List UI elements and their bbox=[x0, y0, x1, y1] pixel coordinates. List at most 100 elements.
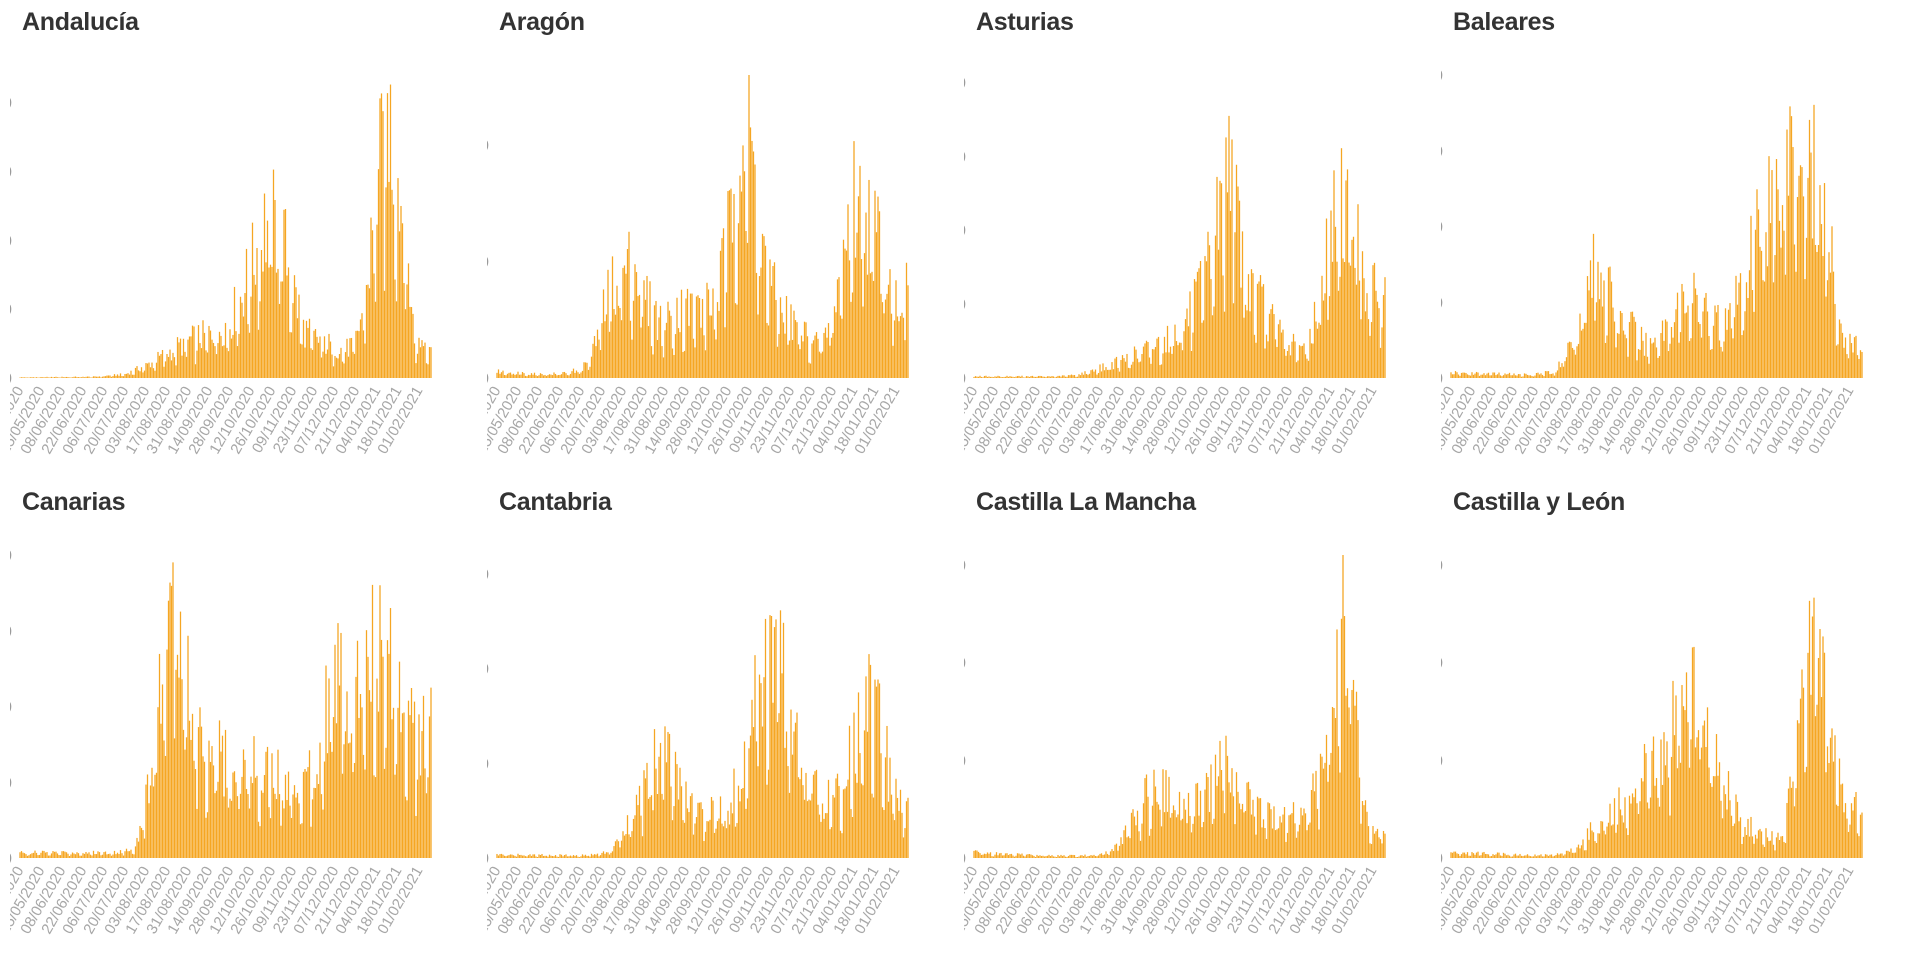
bar bbox=[1691, 647, 1694, 858]
bar bbox=[1709, 783, 1712, 858]
bar bbox=[1840, 784, 1842, 858]
bar bbox=[1370, 322, 1373, 378]
bar bbox=[649, 281, 651, 378]
bar bbox=[1289, 355, 1292, 378]
bar bbox=[1505, 374, 1508, 378]
bar bbox=[766, 322, 768, 378]
bar bbox=[134, 846, 137, 858]
bar bbox=[994, 854, 996, 858]
bar bbox=[133, 854, 135, 858]
bar bbox=[1342, 555, 1344, 858]
bar bbox=[358, 331, 360, 378]
bar bbox=[418, 714, 420, 858]
bar bbox=[358, 717, 360, 858]
bar bbox=[671, 820, 674, 858]
bar bbox=[791, 754, 794, 858]
bar bbox=[1828, 763, 1830, 858]
bar bbox=[832, 332, 834, 378]
bar bbox=[1123, 358, 1125, 378]
bar bbox=[1543, 856, 1545, 858]
bar bbox=[1754, 834, 1757, 858]
bar bbox=[1861, 351, 1863, 378]
bar bbox=[1606, 335, 1608, 378]
bar bbox=[1595, 842, 1598, 858]
bar bbox=[1372, 826, 1374, 858]
chart-title: Baleares bbox=[1453, 8, 1555, 36]
bar bbox=[251, 222, 254, 378]
bar bbox=[112, 375, 114, 378]
bar bbox=[1696, 737, 1698, 858]
bar bbox=[1486, 854, 1488, 858]
bar bbox=[1568, 851, 1571, 858]
bar bbox=[1732, 825, 1734, 858]
bar bbox=[629, 837, 632, 858]
bar bbox=[140, 367, 143, 378]
bar bbox=[1139, 361, 1142, 378]
bar bbox=[1028, 854, 1031, 858]
bar bbox=[125, 373, 128, 378]
bar bbox=[80, 855, 83, 858]
bar bbox=[1334, 226, 1337, 378]
bar bbox=[853, 712, 855, 858]
bar bbox=[973, 850, 975, 858]
bar bbox=[1369, 335, 1371, 378]
bar bbox=[1700, 337, 1703, 378]
bar bbox=[32, 852, 35, 858]
bar bbox=[1345, 180, 1347, 378]
bar bbox=[533, 372, 536, 378]
bar bbox=[172, 352, 174, 378]
bar bbox=[977, 376, 980, 378]
bar bbox=[1106, 369, 1109, 378]
bar bbox=[95, 854, 98, 858]
bar bbox=[1765, 232, 1767, 378]
bar bbox=[41, 850, 44, 858]
bar bbox=[901, 312, 903, 378]
y-tick-label: 500 bbox=[487, 252, 489, 271]
bar bbox=[182, 729, 185, 858]
bar bbox=[646, 762, 648, 858]
bar bbox=[353, 763, 356, 858]
bar bbox=[680, 786, 683, 858]
bar bbox=[995, 852, 998, 858]
bar bbox=[1850, 343, 1853, 378]
bar bbox=[634, 815, 636, 858]
bar bbox=[281, 800, 284, 858]
bar bbox=[823, 332, 825, 378]
bar bbox=[878, 211, 881, 378]
bar bbox=[421, 340, 423, 378]
bar bbox=[541, 373, 543, 378]
bar bbox=[361, 707, 363, 858]
bar bbox=[43, 850, 45, 858]
bar bbox=[415, 815, 417, 858]
bar bbox=[1679, 332, 1682, 378]
bar bbox=[407, 700, 410, 858]
bar bbox=[497, 855, 500, 858]
bar bbox=[1037, 855, 1040, 858]
bar bbox=[881, 807, 884, 858]
bar bbox=[1690, 338, 1692, 378]
bar bbox=[814, 335, 816, 378]
bar bbox=[1033, 855, 1035, 858]
bar bbox=[1289, 814, 1292, 858]
bar bbox=[1627, 356, 1629, 378]
bar bbox=[1532, 376, 1535, 378]
bar bbox=[221, 735, 224, 858]
bar bbox=[1601, 306, 1604, 378]
bar bbox=[1171, 813, 1173, 858]
bar bbox=[1634, 788, 1637, 858]
bar bbox=[1123, 830, 1125, 858]
bar bbox=[1646, 356, 1649, 378]
bar bbox=[1223, 311, 1226, 378]
bar bbox=[779, 610, 782, 858]
bar bbox=[1246, 310, 1248, 378]
bar bbox=[170, 585, 173, 858]
bar bbox=[139, 825, 141, 858]
bar bbox=[1850, 803, 1853, 858]
bar bbox=[1517, 855, 1520, 858]
bar bbox=[803, 321, 806, 378]
bar bbox=[664, 330, 666, 378]
bar bbox=[1300, 807, 1302, 858]
bar bbox=[659, 742, 662, 858]
bar bbox=[1831, 226, 1833, 378]
bar bbox=[1078, 856, 1080, 858]
